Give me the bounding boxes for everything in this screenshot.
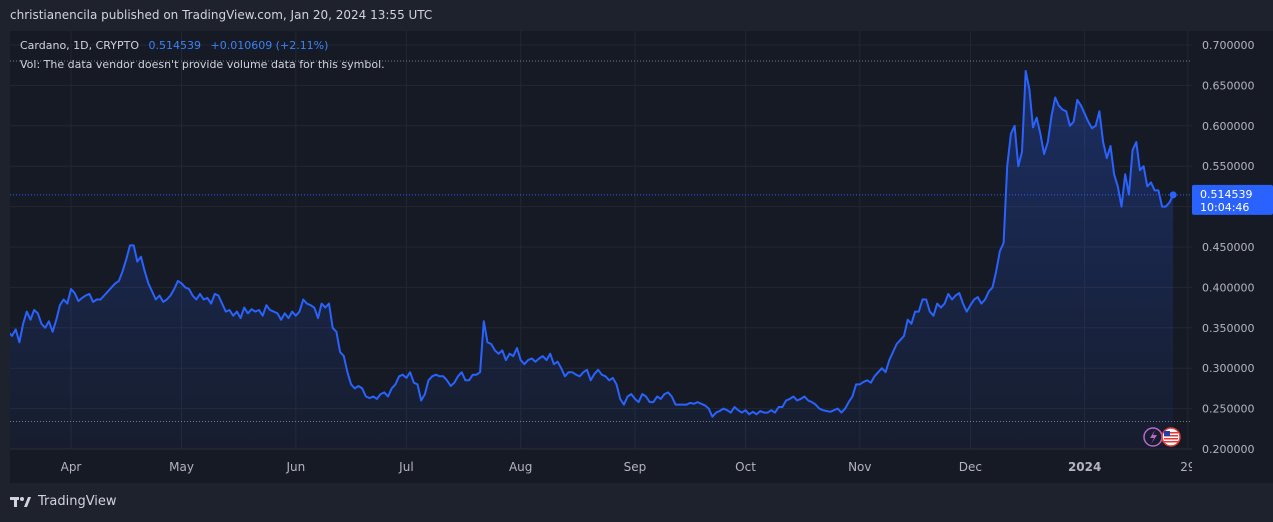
x-tick-label: Jul	[398, 460, 413, 474]
lightning-icon	[1150, 430, 1157, 444]
flag-stripe	[1164, 432, 1178, 434]
price-line	[0, 69, 1175, 418]
last-price-dot	[1169, 191, 1177, 199]
flag-stripe	[1164, 438, 1178, 440]
x-tick-label: Apr	[61, 460, 82, 474]
published-header: christianencila published on TradingView…	[10, 8, 433, 22]
x-tick-label: 2024	[1068, 460, 1101, 474]
x-tick-label: Oct	[735, 460, 756, 474]
x-tick-label: Aug	[509, 460, 532, 474]
y-tick-label: 0.700000	[1202, 39, 1255, 52]
chart-pane[interactable]: Apr May Jun Jul Aug Sep Oct Nov Dec 2024 29	[0, 31, 1195, 483]
tradingview-logo-icon	[10, 496, 31, 507]
x-tick-label: Nov	[848, 460, 871, 474]
y-tick-label: 0.600000	[1202, 120, 1255, 133]
price-axis-svg: 0.7000000.6500000.6000000.5500000.500000…	[1192, 39, 1273, 456]
y-tick-label: 0.650000	[1202, 79, 1255, 92]
flag-stripe	[1164, 441, 1178, 443]
y-tick-label: 0.400000	[1202, 281, 1255, 294]
flag-stripe	[1164, 435, 1178, 437]
y-tick-label: 0.200000	[1202, 443, 1255, 456]
x-tick-label: Sep	[624, 460, 647, 474]
y-tick-label: 0.300000	[1202, 362, 1255, 375]
flag-canton	[1164, 431, 1170, 436]
price-axis[interactable]: 0.7000000.6500000.6000000.5500000.500000…	[1192, 31, 1273, 483]
x-tick-label: 29	[1180, 460, 1192, 474]
price-chart[interactable]: Apr May Jun Jul Aug Sep Oct Nov Dec 2024 29	[0, 31, 1195, 483]
price-tag	[1192, 184, 1273, 215]
symbol-title[interactable]: Cardano, 1D, CRYPTO	[20, 39, 139, 52]
price-tag-countdown: 10:04:46	[1200, 201, 1249, 214]
y-tick-label: 0.450000	[1202, 241, 1255, 254]
price-change: +0.010609 (+2.11%)	[210, 39, 329, 52]
area-fill	[0, 70, 1174, 449]
x-tick-label: Jun	[285, 460, 305, 474]
y-tick-label: 0.350000	[1202, 322, 1255, 335]
y-tick-label: 0.550000	[1202, 160, 1255, 173]
volume-note: Vol: The data vendor doesn't provide vol…	[20, 58, 385, 71]
footer-brand[interactable]: TradingView	[10, 494, 117, 509]
y-tick-label: 0.250000	[1202, 403, 1255, 416]
symbol-legend: Cardano, 1D, CRYPTO 0.514539 +0.010609 (…	[20, 39, 328, 52]
brand-label: TradingView	[38, 494, 117, 509]
x-tick-label: May	[169, 460, 194, 474]
price-tag-value: 0.514539	[1200, 188, 1253, 201]
last-price: 0.514539	[148, 39, 201, 52]
us-flag-icon	[1161, 427, 1181, 447]
x-tick-label: Dec	[959, 460, 982, 474]
